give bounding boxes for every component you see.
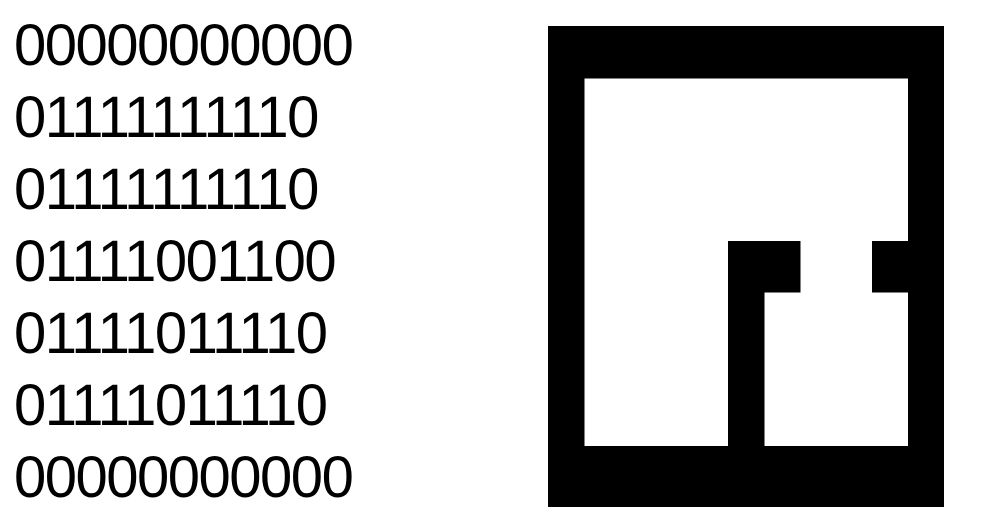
binary-row: 00000000000 xyxy=(14,445,354,510)
bitmap-pixel xyxy=(656,446,693,507)
bitmap-pixel xyxy=(908,159,944,242)
bitmap-pixel xyxy=(620,26,657,79)
bitmap-pixel xyxy=(656,26,693,79)
bitmap-pixel xyxy=(620,446,657,507)
bitmap-pixel xyxy=(908,446,944,507)
binary-row: 01111111110 xyxy=(14,85,319,150)
bitmap-pixel xyxy=(548,26,585,79)
bitmap-pixel xyxy=(728,241,765,293)
bitmap-pixel xyxy=(728,292,765,370)
bitmap-pixel xyxy=(728,26,765,79)
binary-row: 01111011110 xyxy=(14,373,328,438)
bitmap-pixel xyxy=(872,446,909,507)
bitmap-pixel xyxy=(908,78,944,160)
binary-row: 01111111110 xyxy=(14,157,319,222)
binary-row: 01111011110 xyxy=(14,301,328,366)
bitmap-pixel xyxy=(548,159,585,242)
bitmap-pixel xyxy=(584,26,621,79)
bitmap-pixel xyxy=(728,446,765,507)
bitmap-pixel xyxy=(548,241,585,293)
bitmap-image xyxy=(548,26,944,507)
bitmap-pixel xyxy=(908,292,944,370)
bitmap-pixel xyxy=(764,446,801,507)
bitmap-pixel xyxy=(872,241,909,293)
bitmap-pixel xyxy=(692,26,729,79)
bitmap-pixel xyxy=(908,26,944,79)
binary-row: 00000000000 xyxy=(14,13,354,78)
bitmap-pixel xyxy=(800,446,837,507)
bitmap-pixel xyxy=(872,26,909,79)
bitmap-pixel xyxy=(692,446,729,507)
bitmap-pixel xyxy=(728,369,765,447)
bitmap-pixel xyxy=(764,241,801,293)
bitmap-pixel xyxy=(548,446,585,507)
bitmap-pixel xyxy=(908,241,944,293)
bitmap-pixel xyxy=(908,369,944,447)
bitmap-pixel xyxy=(584,446,621,507)
bitmap-pixel xyxy=(836,26,873,79)
bitmap-pixel xyxy=(548,292,585,370)
binary-matrix: 00000000000 01111111110 01111111110 0111… xyxy=(14,10,434,514)
bitmap-pixel xyxy=(548,369,585,447)
bitmap-pixel xyxy=(764,26,801,79)
bitmap-pixel xyxy=(836,446,873,507)
binary-row: 01111001100 xyxy=(14,229,337,294)
bitmap-pixel xyxy=(548,78,585,160)
bitmap-pixel xyxy=(800,26,837,79)
